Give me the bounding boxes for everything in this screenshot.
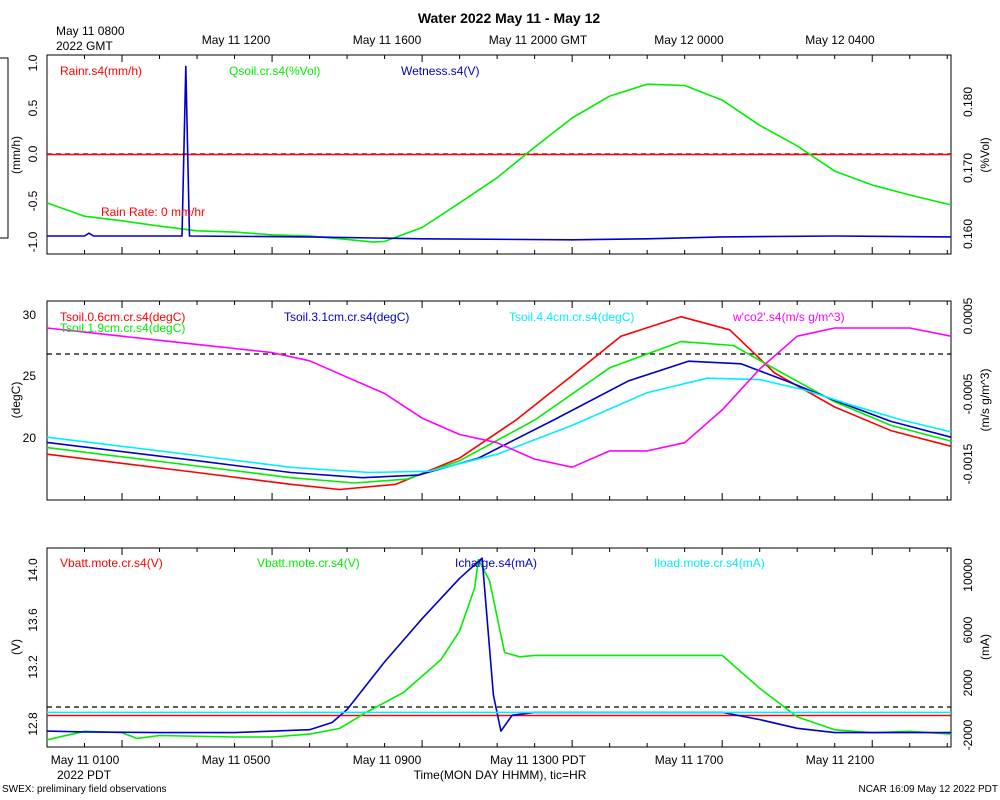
bottom-left-tick-label: 14.0 <box>26 558 40 582</box>
top-axis-label: May 12 0000 <box>654 33 724 47</box>
bottom-right-tick-label: 2000 <box>961 669 975 696</box>
x-axis-title: Time(MON DAY HHMM), tic=HR <box>414 768 587 782</box>
middle-left-tick-label: 25 <box>23 369 37 383</box>
top-right-tick-label: 0.180 <box>961 87 975 117</box>
legend-icharge: Icharge.s4(mA) <box>455 556 537 570</box>
bottom-axis-label: May 11 1300 PDT <box>490 753 586 767</box>
middle-left-axis-label: (degC) <box>9 382 23 419</box>
top-axis-first-label: May 11 0800 <box>56 24 125 38</box>
bottom-left-tick-label: 13.6 <box>26 608 40 632</box>
legend-tsoil-3-1: Tsoil.3.1cm.cr.s4(degC) <box>284 310 409 324</box>
top-axis-label: May 11 1200 <box>202 33 271 47</box>
middle-left-tick-label: 20 <box>23 431 37 445</box>
legend-wetness: Wetness.s4(V) <box>401 64 479 78</box>
top-axis-label: May 11 1600 <box>353 33 422 47</box>
series-line-icharge-s4-ma <box>46 557 951 734</box>
top-left-tick-label: -0.5 <box>26 190 40 211</box>
top-left-tick-label: 0.0 <box>26 145 40 162</box>
bottom-axis-year-label: 2022 PDT <box>57 768 112 782</box>
middle-right-tick-label: -0.0005 <box>961 373 975 414</box>
legend-wco2: w'co2'.s4(m/s g/m^3) <box>732 310 845 324</box>
series-line-vbatt-mote-cr-s4-v <box>46 558 952 741</box>
bottom-right-tick-label: 10000 <box>961 558 975 592</box>
top-left-axis-label: (mm/h) <box>9 136 23 174</box>
bottom-panel: (V) (mA) 12.8 13.2 13.6 14.0 -2000 2000 … <box>9 547 992 750</box>
bottom-right-tick-label: -2000 <box>961 719 975 750</box>
bottom-right-tick-label: 6000 <box>961 616 975 643</box>
middle-series-group <box>46 301 952 500</box>
series-line-w-co2-s4-m-s-g-m-3 <box>46 327 952 468</box>
legend-tsoil-0-6: Tsoil.0.6cm.cr.s4(degC) <box>60 310 185 324</box>
footer-timestamp: NCAR 16:09 May 12 2022 PDT <box>858 784 998 795</box>
middle-panel: (degC) (m/s g/m^3) 20 25 30 -0.0015 -0.0… <box>9 297 992 501</box>
bottom-left-axis-label: (V) <box>9 639 23 655</box>
middle-panel-frame <box>46 300 952 501</box>
top-right-tick-label: 0.160 <box>961 219 975 249</box>
series-line-wetness-s4-v <box>47 65 952 241</box>
legend-qsoil: Qsoil.cr.s4(%Vol) <box>229 64 320 78</box>
bottom-axis-label: May 11 0100 <box>51 753 120 767</box>
bottom-axis-label: May 11 0500 <box>202 753 271 767</box>
top-axis-first-label-year: 2022 GMT <box>56 39 113 53</box>
top-right-tick-label: 0.170 <box>961 153 975 183</box>
legend-rainr: Rainr.s4(mm/h) <box>60 64 142 78</box>
legend-vbatt-red: Vbatt.mote.cr.s4(V) <box>60 556 163 570</box>
chart-title: Water 2022 May 11 - May 12 <box>418 10 601 26</box>
bottom-axis-label: May 11 2100 <box>806 753 875 767</box>
bottom-axis-label: May 11 0900 <box>353 753 422 767</box>
top-axis-label: May 11 2000 GMT <box>489 33 588 47</box>
bottom-left-tick-label: 12.8 <box>26 712 40 736</box>
series-line-tsoil-4-4cm-cr-s4-degc <box>46 377 952 474</box>
top-series-group <box>46 55 952 254</box>
bottom-axis-label: May 11 1700 <box>655 753 724 767</box>
middle-right-tick-label: -0.0015 <box>961 443 975 484</box>
bottom-panel-frame <box>46 547 952 748</box>
series-line-qsoil-cr-s4-vol <box>46 83 952 243</box>
series-line-tsoil-0-6cm-cr-s4-degc <box>46 315 952 491</box>
legend-tsoil-4-4: Tsoil.4.4cm.cr.s4(degC) <box>509 310 634 324</box>
bottom-right-axis-label: (mA) <box>978 634 992 660</box>
top-left-tick-label: -1.0 <box>26 231 40 252</box>
top-right-axis-label: (%Vol) <box>978 137 992 172</box>
legend-tsoil-1-9: Tsoil.1.9cm.cr.s4(degC) <box>60 321 185 335</box>
middle-right-axis-label: (m/s g/m^3) <box>978 369 992 432</box>
bottom-series-group <box>46 548 952 747</box>
middle-left-tick-label: 30 <box>23 308 37 322</box>
footer-note: SWEX: preliminary field observations <box>2 784 167 795</box>
legend-iload: Iload.mote.cr.s4(mA) <box>654 556 765 570</box>
legend-vbatt-green: Vbatt.mote.cr.s4(V) <box>257 556 360 570</box>
left-edge-frame <box>0 57 9 239</box>
top-panel: (mm/h) (%Vol) -1.0 -0.5 0.0 0.5 1.0 0.16… <box>9 54 992 255</box>
middle-right-tick-label: 0.0005 <box>961 297 975 334</box>
top-axis-label: May 12 0400 <box>805 33 875 47</box>
top-left-tick-label: 0.5 <box>26 99 40 116</box>
bottom-left-tick-label: 13.2 <box>26 655 40 679</box>
top-left-tick-label: 1.0 <box>26 54 40 71</box>
rain-rate-annotation: Rain Rate: 0 mm/hr <box>101 205 205 219</box>
